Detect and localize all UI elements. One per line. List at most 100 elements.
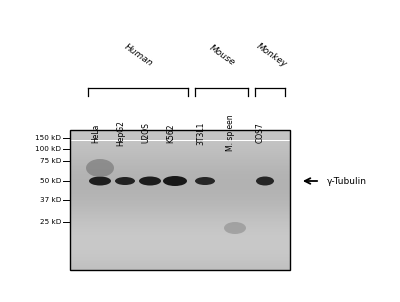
Bar xyxy=(70,216,290,217)
Bar xyxy=(70,210,290,212)
Bar xyxy=(70,202,290,204)
Bar xyxy=(70,232,290,233)
Bar xyxy=(70,136,290,137)
Bar xyxy=(70,185,290,186)
Bar xyxy=(70,193,290,194)
Bar xyxy=(70,186,290,187)
Bar xyxy=(70,207,290,208)
Bar xyxy=(70,158,290,159)
Bar xyxy=(70,237,290,239)
Bar xyxy=(70,199,290,200)
Bar xyxy=(70,239,290,240)
Bar xyxy=(70,229,290,230)
Text: 50 kD: 50 kD xyxy=(40,178,61,184)
Bar xyxy=(70,222,290,223)
Bar xyxy=(70,145,290,146)
Bar xyxy=(70,214,290,215)
Text: 150 kD: 150 kD xyxy=(35,135,61,141)
Bar xyxy=(70,166,290,167)
Bar xyxy=(70,250,290,251)
Bar xyxy=(70,220,290,221)
Text: 100 kD: 100 kD xyxy=(35,146,61,152)
Bar xyxy=(70,226,290,227)
Bar xyxy=(70,269,290,270)
Bar xyxy=(70,246,290,247)
Bar xyxy=(70,146,290,147)
Bar xyxy=(70,201,290,202)
Text: Monkey: Monkey xyxy=(255,41,289,69)
Bar xyxy=(70,159,290,160)
Bar xyxy=(70,259,290,261)
Bar xyxy=(70,188,290,189)
Bar xyxy=(70,151,290,152)
Bar xyxy=(70,142,290,143)
Bar xyxy=(70,265,290,266)
Bar xyxy=(70,169,290,170)
Bar xyxy=(70,131,290,132)
Bar xyxy=(70,152,290,153)
Bar xyxy=(70,263,290,264)
Text: 37 kD: 37 kD xyxy=(40,197,61,203)
Ellipse shape xyxy=(86,159,114,177)
Ellipse shape xyxy=(139,176,161,185)
Text: HepG2: HepG2 xyxy=(116,120,125,146)
Ellipse shape xyxy=(115,177,135,185)
Text: M. spleen: M. spleen xyxy=(226,115,235,151)
Bar xyxy=(70,251,290,252)
Text: 25 kD: 25 kD xyxy=(40,219,61,225)
Bar xyxy=(70,133,290,135)
Bar xyxy=(70,197,290,198)
Bar xyxy=(70,150,290,151)
Bar xyxy=(70,181,290,182)
Text: 75 kD: 75 kD xyxy=(40,158,61,164)
Text: U2OS: U2OS xyxy=(141,123,150,143)
Bar xyxy=(70,209,290,210)
Bar xyxy=(70,235,290,236)
Bar xyxy=(70,153,290,155)
Text: Mouse: Mouse xyxy=(208,43,236,67)
Bar xyxy=(70,171,290,172)
Bar xyxy=(70,206,290,207)
Text: Human: Human xyxy=(122,42,154,68)
Bar xyxy=(70,177,290,178)
Bar xyxy=(70,200,290,201)
Bar xyxy=(70,221,290,222)
Bar xyxy=(70,227,290,228)
Bar xyxy=(70,157,290,158)
Bar xyxy=(70,184,290,185)
Bar xyxy=(70,223,290,224)
Bar xyxy=(70,191,290,192)
Bar xyxy=(70,195,290,197)
Bar xyxy=(70,252,290,254)
Bar xyxy=(70,261,290,262)
Bar xyxy=(70,130,290,270)
Bar xyxy=(70,234,290,235)
Bar xyxy=(70,155,290,156)
Text: HeLa: HeLa xyxy=(91,123,100,143)
Bar xyxy=(70,163,290,164)
Bar xyxy=(70,264,290,265)
Bar xyxy=(70,132,290,133)
Bar xyxy=(70,144,290,145)
Bar xyxy=(70,170,290,171)
Bar xyxy=(70,179,290,180)
Bar xyxy=(70,228,290,229)
Bar xyxy=(70,244,290,246)
Bar xyxy=(70,248,290,249)
Bar xyxy=(70,212,290,213)
Bar xyxy=(70,241,290,242)
Bar xyxy=(70,208,290,209)
Bar xyxy=(70,217,290,219)
Bar xyxy=(70,164,290,165)
Bar xyxy=(70,215,290,216)
Bar xyxy=(70,130,290,131)
Bar xyxy=(70,192,290,193)
Bar xyxy=(70,139,290,140)
Bar xyxy=(70,187,290,188)
Bar xyxy=(70,224,290,226)
Bar xyxy=(70,249,290,250)
Bar xyxy=(70,247,290,248)
Bar xyxy=(70,198,290,199)
Bar xyxy=(70,213,290,214)
Ellipse shape xyxy=(195,177,215,185)
